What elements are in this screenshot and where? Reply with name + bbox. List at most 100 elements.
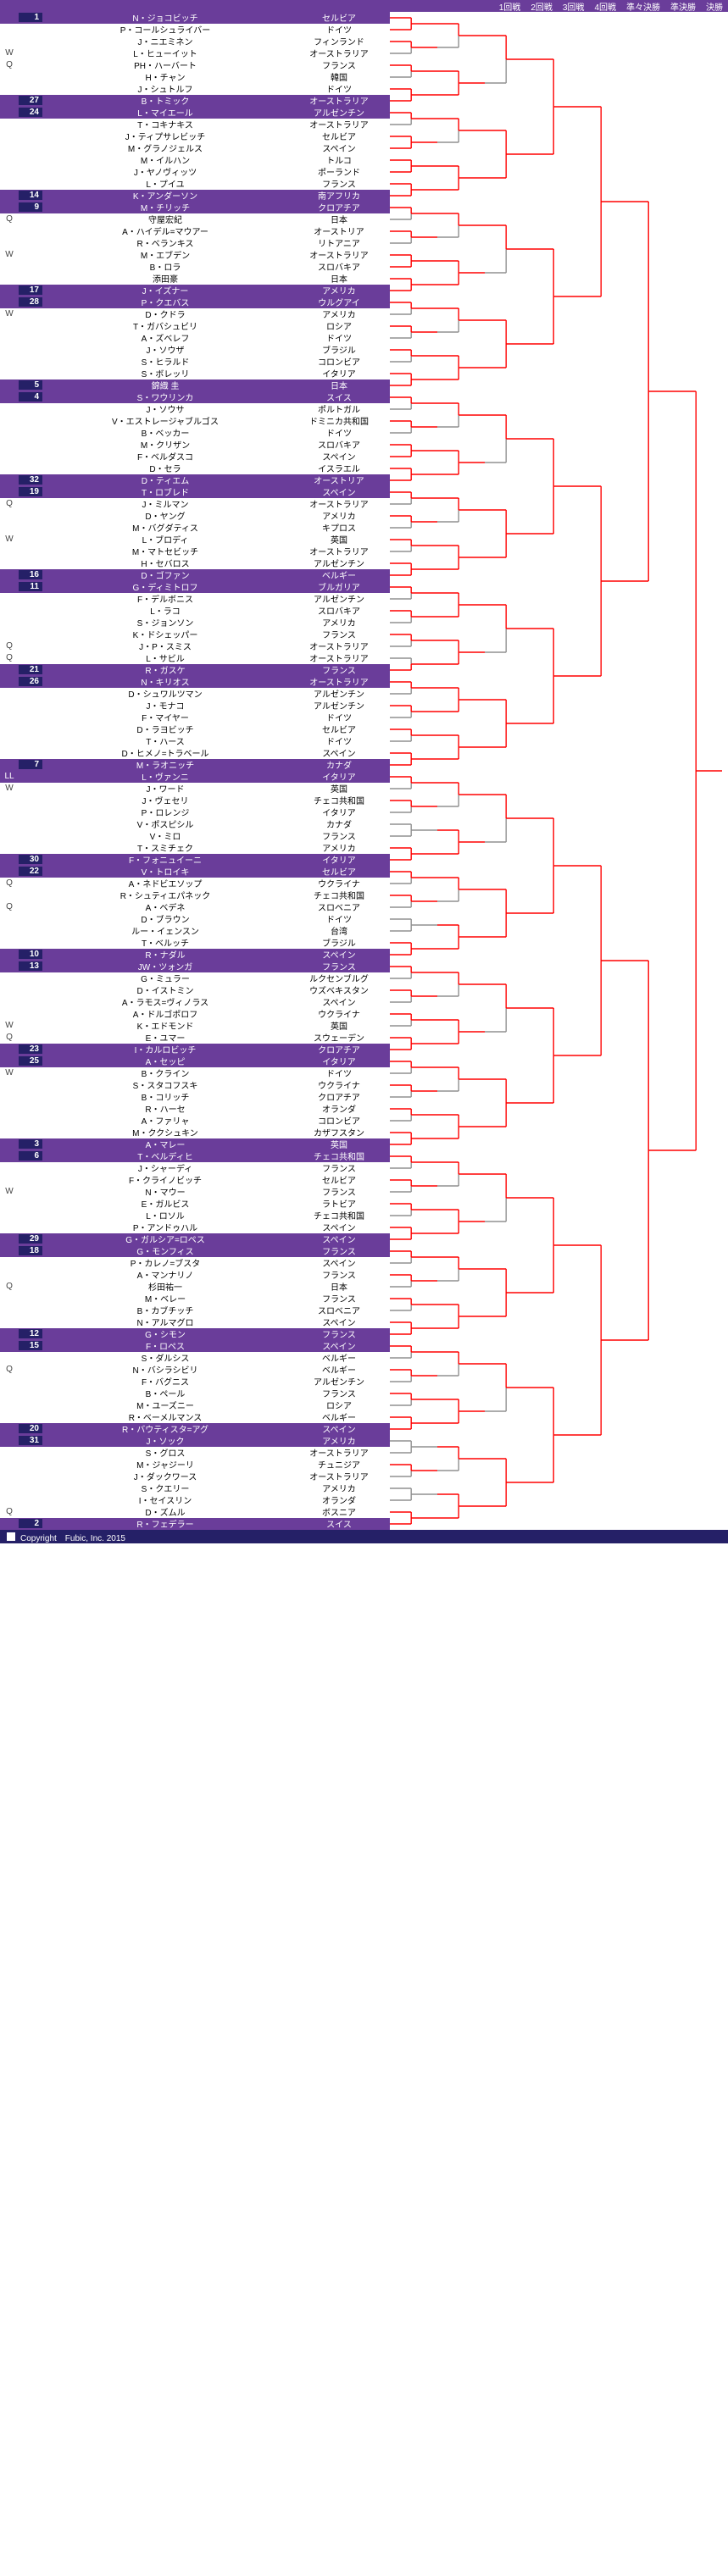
player-name: M・グラノジェルス <box>42 141 288 154</box>
player-country: イタリア <box>288 806 390 818</box>
player-country: クロアチア <box>288 1043 390 1055</box>
player-row: LLL・ヴァンニイタリア <box>0 771 390 783</box>
player-name: S・ヒラルド <box>42 355 288 368</box>
player-row: WK・エドモンド英国 <box>0 1020 390 1032</box>
player-country: ベルギー <box>288 1363 390 1376</box>
round-label: 準々決勝 <box>621 0 665 13</box>
player-row: A・ラモス=ヴィノラススペイン <box>0 996 390 1008</box>
player-country: フランス <box>288 58 390 71</box>
player-country: オーストラリア <box>288 497 390 510</box>
player-country: ドイツ <box>288 734 390 747</box>
seed-number: 2 <box>19 1519 42 1528</box>
player-row: D・イストミンウズベキスタン <box>0 984 390 996</box>
player-name: B・コリッチ <box>42 1090 288 1103</box>
player-row: M・ククシュキンカザフスタン <box>0 1127 390 1138</box>
footer-square-icon <box>7 1532 15 1541</box>
player-country: アルゼンチン <box>288 557 390 569</box>
qualifier-mark: LL <box>0 772 19 781</box>
player-country: アルゼンチン <box>288 592 390 605</box>
player-country: 英国 <box>288 782 390 795</box>
player-name: ルー・イェンスン <box>42 924 288 937</box>
qualifier-mark: Q <box>0 653 19 662</box>
player-country: トルコ <box>288 153 390 166</box>
player-name: A・ラモス=ヴィノラス <box>42 995 288 1008</box>
seed-number: 5 <box>19 380 42 390</box>
player-country: ベルギー <box>288 1410 390 1423</box>
player-country: アメリカ <box>288 509 390 522</box>
player-country: クロアチア <box>288 1090 390 1103</box>
player-country: カザフスタン <box>288 1126 390 1138</box>
player-name: T・コキナキス <box>42 118 288 130</box>
player-row: T・コキナキスオーストラリア <box>0 119 390 130</box>
player-row: R・ハーセオランダ <box>0 1103 390 1115</box>
qualifier-mark: W <box>0 309 19 319</box>
player-name: V・ミロ <box>42 829 288 842</box>
player-country: ウズベキスタン <box>288 983 390 996</box>
player-name: N・ジョコビッチ <box>42 11 288 24</box>
player-row: 30F・フォニュイーニイタリア <box>0 854 390 866</box>
player-row: L・ラコスロバキア <box>0 605 390 617</box>
player-name: L・ヒューイット <box>42 47 288 59</box>
player-row: J・ダックワースオーストラリア <box>0 1471 390 1482</box>
player-country: キプロス <box>288 521 390 534</box>
player-country: チェコ共和国 <box>288 1209 390 1222</box>
player-country: ドイツ <box>288 426 390 439</box>
player-name: F・ロペス <box>42 1339 288 1352</box>
player-row: 24L・マイエールアルゼンチン <box>0 107 390 119</box>
player-name: D・ヒメノ=トラベール <box>42 746 288 759</box>
player-name: J・ソウサ <box>42 402 288 415</box>
player-row: QA・ベデネスロベニア <box>0 901 390 913</box>
player-name: J・シュトルフ <box>42 82 288 95</box>
player-name: B・ペール <box>42 1387 288 1399</box>
player-country: イスラエル <box>288 462 390 474</box>
player-name: S・ジョンソン <box>42 616 288 629</box>
player-country: ポーランド <box>288 165 390 178</box>
player-name: N・キリオス <box>42 675 288 688</box>
player-country: フィンランド <box>288 35 390 47</box>
player-name: J・ダックワース <box>42 1470 288 1482</box>
player-row: M・ユーズニーロシア <box>0 1399 390 1411</box>
player-country: セルビア <box>288 130 390 142</box>
player-name: M・ユーズニー <box>42 1399 288 1411</box>
round-header: 1回戦2回戦3回戦4回戦準々決勝準決勝決勝 <box>0 0 728 12</box>
player-name: M・イルハン <box>42 153 288 166</box>
player-country: オーストラリア <box>288 651 390 664</box>
player-name: H・チャン <box>42 70 288 83</box>
seed-number: 15 <box>19 1341 42 1350</box>
player-name: A・ベデネ <box>42 900 288 913</box>
player-row: 19T・ロブレドスペイン <box>0 486 390 498</box>
player-country: オーストラリア <box>288 94 390 107</box>
player-row: P・カレノ=ブスタスペイン <box>0 1257 390 1269</box>
seed-number: 3 <box>19 1139 42 1149</box>
player-name: A・ハイデル=マウアー <box>42 224 288 237</box>
player-country: ドイツ <box>288 1066 390 1079</box>
player-row: J・ヴェセリチェコ共和国 <box>0 795 390 806</box>
player-name: J・P・スミス <box>42 640 288 652</box>
player-country: フランス <box>288 1268 390 1281</box>
player-country: フランス <box>288 1161 390 1174</box>
player-country: スペイン <box>288 948 390 961</box>
player-row: QA・ネドビエソップウクライナ <box>0 878 390 889</box>
player-name: E・ユマー <box>42 1031 288 1044</box>
player-name: G・モンフィス <box>42 1244 288 1257</box>
player-row: D・ヤングアメリカ <box>0 510 390 522</box>
player-name: J・ソウザ <box>42 343 288 356</box>
seed-number: 22 <box>19 867 42 876</box>
player-country: フランス <box>288 1244 390 1257</box>
player-name: J・ニエミネン <box>42 35 288 47</box>
player-country: フランス <box>288 1292 390 1305</box>
player-name: JW・ツォンガ <box>42 960 288 972</box>
player-row: 18G・モンフィスフランス <box>0 1245 390 1257</box>
player-country: ラトビア <box>288 1197 390 1210</box>
player-name: 添田豪 <box>42 272 288 285</box>
player-row: QE・ユマースウェーデン <box>0 1032 390 1044</box>
player-country: セルビア <box>288 865 390 878</box>
player-name: D・イストミン <box>42 983 288 996</box>
player-country: ドイツ <box>288 912 390 925</box>
player-name: M・ジャジーリ <box>42 1458 288 1471</box>
qualifier-mark: W <box>0 1187 19 1196</box>
player-country: ルクセンブルグ <box>288 972 390 984</box>
qualifier-mark: Q <box>0 878 19 888</box>
player-name: T・ハース <box>42 734 288 747</box>
player-name: A・セッピ <box>42 1055 288 1067</box>
